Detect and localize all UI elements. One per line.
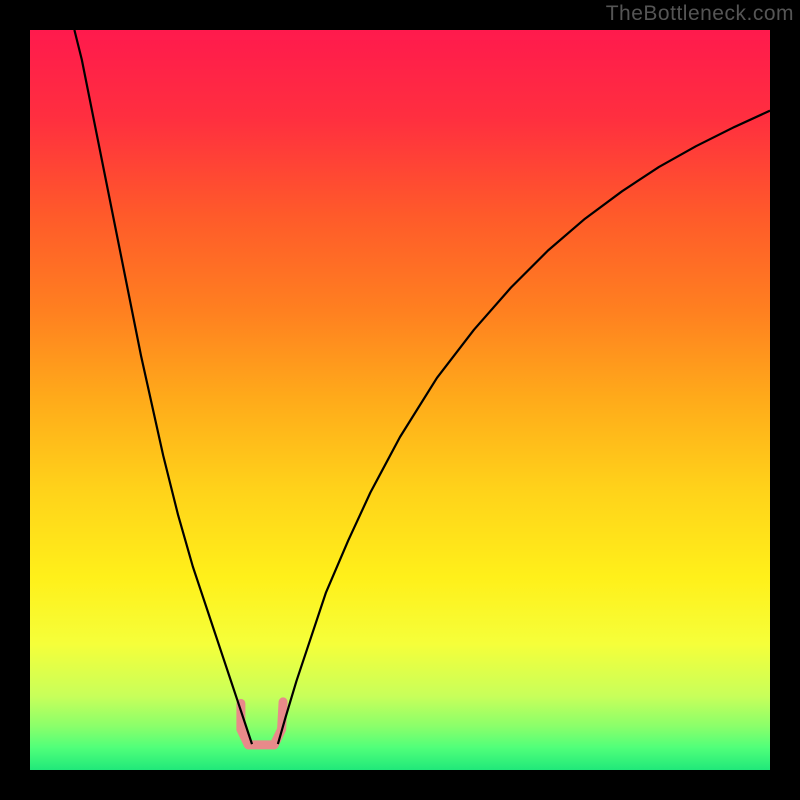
watermark-text: TheBottleneck.com [606,2,794,26]
chart-plot-area [30,30,770,770]
bottleneck-curve-chart [30,30,770,770]
chart-background [30,30,770,770]
